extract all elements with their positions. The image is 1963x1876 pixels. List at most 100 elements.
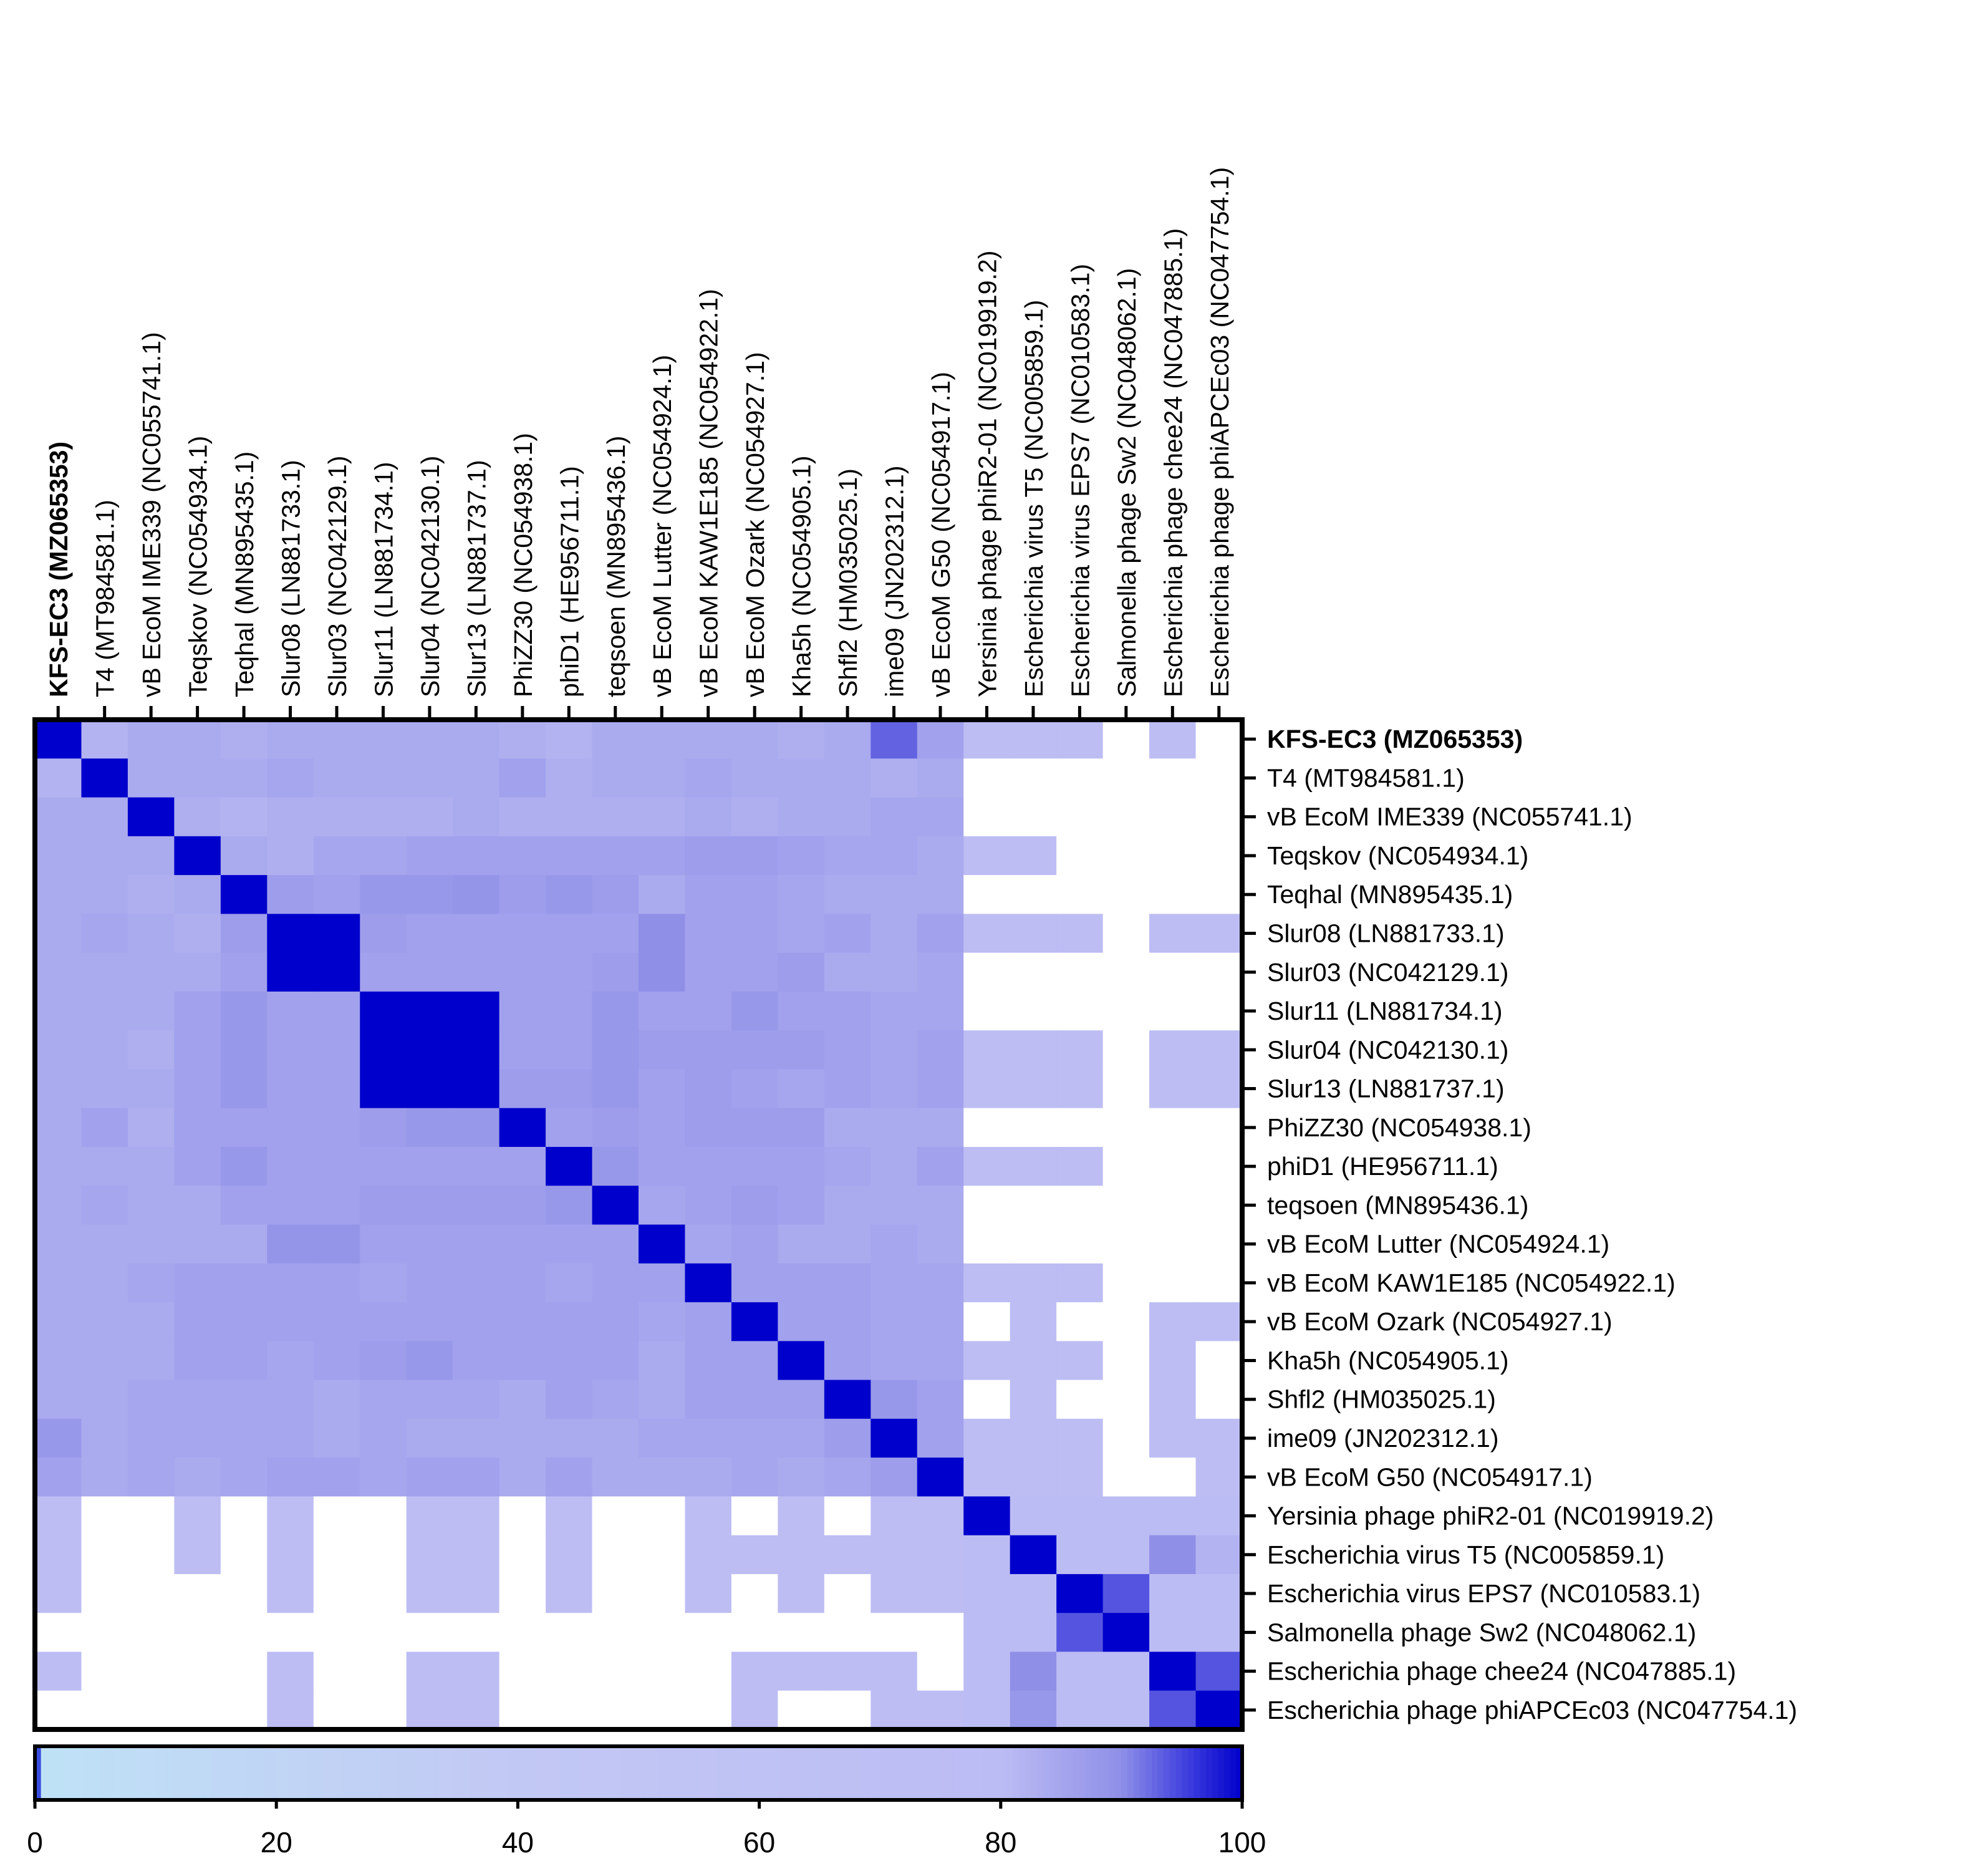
row-label: Escherichia virus EPS7 (NC010583.1)	[1267, 1579, 1700, 1608]
heatmap-cell	[174, 875, 221, 914]
heatmap-cell	[127, 1030, 175, 1070]
heatmap-cell	[499, 1458, 546, 1497]
colorbar-segment	[862, 1746, 869, 1800]
heatmap-cell	[220, 952, 268, 992]
heatmap-cell	[406, 1574, 453, 1613]
heatmap-cell	[871, 797, 918, 837]
colorbar-segment	[349, 1746, 355, 1800]
colorbar-segment	[529, 1746, 537, 1800]
heatmap-cell	[546, 1302, 593, 1342]
colorbar-segment	[1187, 1746, 1195, 1800]
heatmap-cell	[1149, 914, 1197, 954]
colorbar-segment	[922, 1746, 929, 1800]
colorbar-segment	[741, 1746, 748, 1800]
heatmap-cell	[731, 991, 778, 1031]
heatmap-cell	[546, 1030, 593, 1070]
heatmap-cell	[267, 1186, 314, 1226]
heatmap-cell	[174, 720, 221, 759]
heatmap-cell	[824, 1146, 871, 1186]
heatmap-cell	[313, 1496, 360, 1536]
heatmap-cell	[917, 1263, 964, 1303]
heatmap-cell	[453, 1302, 500, 1342]
heatmap-cell	[871, 1302, 918, 1342]
colorbar-segment	[1175, 1746, 1182, 1800]
heatmap-cell	[824, 836, 871, 876]
heatmap-cell	[1102, 836, 1150, 876]
heatmap-cell	[685, 1146, 732, 1186]
heatmap-cell	[1102, 1418, 1150, 1458]
colorbar-segment	[367, 1746, 374, 1800]
heatmap-cell	[639, 1108, 686, 1148]
colorbar-segment	[693, 1746, 700, 1800]
heatmap-cell	[174, 1341, 221, 1381]
heatmap-cell	[546, 1613, 593, 1653]
row-label: Escherichia phage chee24 (NC047885.1)	[1267, 1657, 1736, 1686]
heatmap-cell	[127, 758, 175, 798]
heatmap-cell	[1010, 758, 1057, 798]
colorbar-segment	[186, 1746, 193, 1800]
heatmap-cell	[313, 758, 360, 798]
colorbar-segment	[819, 1746, 826, 1800]
heatmap-cell	[453, 1108, 500, 1148]
heatmap-cell	[963, 1263, 1011, 1303]
colorbar-segment	[312, 1746, 319, 1800]
heatmap-cell	[406, 1341, 453, 1381]
heatmap-cell	[1149, 1458, 1197, 1497]
heatmap-cell	[639, 1613, 686, 1653]
heatmap-cell	[685, 1069, 732, 1109]
heatmap-cell	[174, 1263, 221, 1303]
heatmap-cell	[639, 758, 686, 798]
heatmap-cell	[220, 758, 268, 798]
heatmap-cell	[824, 875, 871, 914]
heatmap-cell	[1056, 797, 1104, 837]
heatmap-cell	[824, 1224, 871, 1264]
column-label: Escherichia phage chee24 (NC047885.1)	[1159, 228, 1187, 697]
colorbar-segment	[584, 1746, 591, 1800]
heatmap-cell	[963, 1224, 1011, 1264]
heatmap-cell	[546, 1263, 593, 1303]
colorbar-segment	[318, 1746, 326, 1800]
colorbar: 0 20 40 60 80 100	[27, 1744, 1266, 1859]
heatmap-cell	[1149, 1690, 1197, 1730]
heatmap-cell	[406, 952, 453, 992]
heatmap-cell	[824, 952, 871, 992]
heatmap-cell	[1195, 720, 1243, 759]
heatmap-cell	[220, 1263, 268, 1303]
heatmap-cell	[1056, 1341, 1104, 1381]
heatmap-cell	[453, 797, 500, 837]
heatmap-cell	[639, 1302, 686, 1342]
heatmap-cell	[1056, 1613, 1104, 1653]
colorbar-segment	[107, 1746, 114, 1800]
heatmap-cell	[220, 797, 268, 837]
heatmap-cell	[1195, 1496, 1243, 1536]
colorbar-segment	[1157, 1746, 1164, 1800]
colorbar-segment	[337, 1746, 344, 1800]
heatmap-cell	[639, 1224, 686, 1264]
heatmap-cell	[81, 1418, 128, 1458]
column-label: Teqhal (MN895435.1)	[230, 452, 259, 697]
colorbar-segment	[252, 1746, 259, 1800]
heatmap-cell	[81, 1224, 128, 1264]
heatmap-cell	[639, 836, 686, 876]
heatmap-cell	[453, 1069, 500, 1109]
heatmap-cell	[917, 1302, 964, 1342]
row-label: Slur11 (LN881734.1)	[1267, 997, 1503, 1025]
colorbar-segment	[198, 1746, 205, 1800]
heatmap-cell	[731, 836, 778, 876]
heatmap-cell	[453, 991, 500, 1031]
colorbar-tick-label: 0	[27, 1826, 43, 1859]
heatmap-cell	[685, 1496, 732, 1536]
colorbar-segment	[1031, 1746, 1038, 1800]
heatmap-cell	[35, 1030, 82, 1070]
heatmap-cell	[917, 1496, 964, 1536]
colorbar-segment	[493, 1746, 500, 1800]
colorbar-segment	[53, 1746, 60, 1800]
column-label: Slur08 (LN881733.1)	[277, 460, 306, 697]
colorbar-segment	[360, 1746, 367, 1800]
colorbar-segment	[874, 1746, 880, 1800]
colorbar-segment	[391, 1746, 398, 1800]
heatmap-cell	[499, 991, 546, 1031]
heatmap-cell	[81, 1146, 128, 1186]
colorbar-segment	[216, 1746, 223, 1800]
heatmap-cell	[499, 1418, 546, 1458]
